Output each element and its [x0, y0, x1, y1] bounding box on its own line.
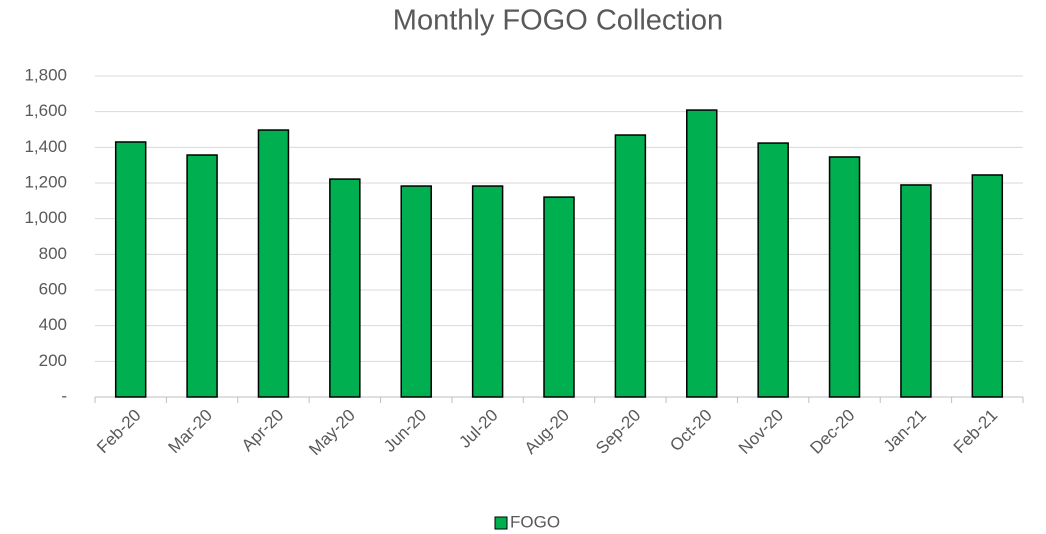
x-tick-label: Aug-20 — [521, 406, 573, 458]
bar — [400, 185, 432, 398]
y-tick-label: 200 — [39, 351, 67, 370]
legend-label: FOGO — [510, 512, 560, 531]
bar — [686, 109, 718, 398]
y-tick-label: 400 — [39, 315, 67, 334]
y-tick-label: 1,600 — [24, 101, 67, 120]
y-tick-label: 1,200 — [24, 172, 67, 191]
x-tick-label: Jan-21 — [880, 406, 930, 456]
x-tick-label: Jul-20 — [455, 406, 501, 452]
x-tick-label: Apr-20 — [238, 406, 288, 456]
x-tick-label: Nov-20 — [735, 406, 787, 458]
y-tick-label: 600 — [39, 279, 67, 298]
x-tick-label: Dec-20 — [806, 406, 858, 458]
bar — [257, 129, 290, 398]
y-tick-label: 1,400 — [24, 137, 67, 156]
bar — [186, 154, 218, 398]
x-tick-label: Feb-21 — [950, 406, 1002, 458]
bar — [971, 174, 1004, 398]
x-tick-label: Mar-20 — [165, 406, 217, 458]
x-tick-label: Feb-20 — [93, 406, 145, 458]
x-tick-label: Sep-20 — [592, 406, 644, 458]
bar — [329, 178, 361, 398]
bar — [114, 141, 147, 398]
legend-swatch — [494, 516, 508, 530]
y-tick-label: 800 — [39, 244, 67, 263]
bar — [757, 142, 789, 398]
y-tick-label: 1,800 — [24, 65, 67, 84]
bar — [471, 185, 504, 398]
x-tick-label: May-20 — [305, 406, 359, 460]
x-tick-label: Oct-20 — [666, 406, 716, 456]
chart-title: Monthly FOGO Collection — [393, 5, 723, 37]
bar — [614, 134, 647, 398]
bar — [900, 184, 932, 398]
bar — [828, 156, 861, 398]
y-tick-label: - — [61, 386, 67, 405]
y-tick-label: 1,000 — [24, 208, 67, 227]
bar — [543, 196, 575, 398]
x-tick-label: Jun-20 — [380, 406, 430, 456]
